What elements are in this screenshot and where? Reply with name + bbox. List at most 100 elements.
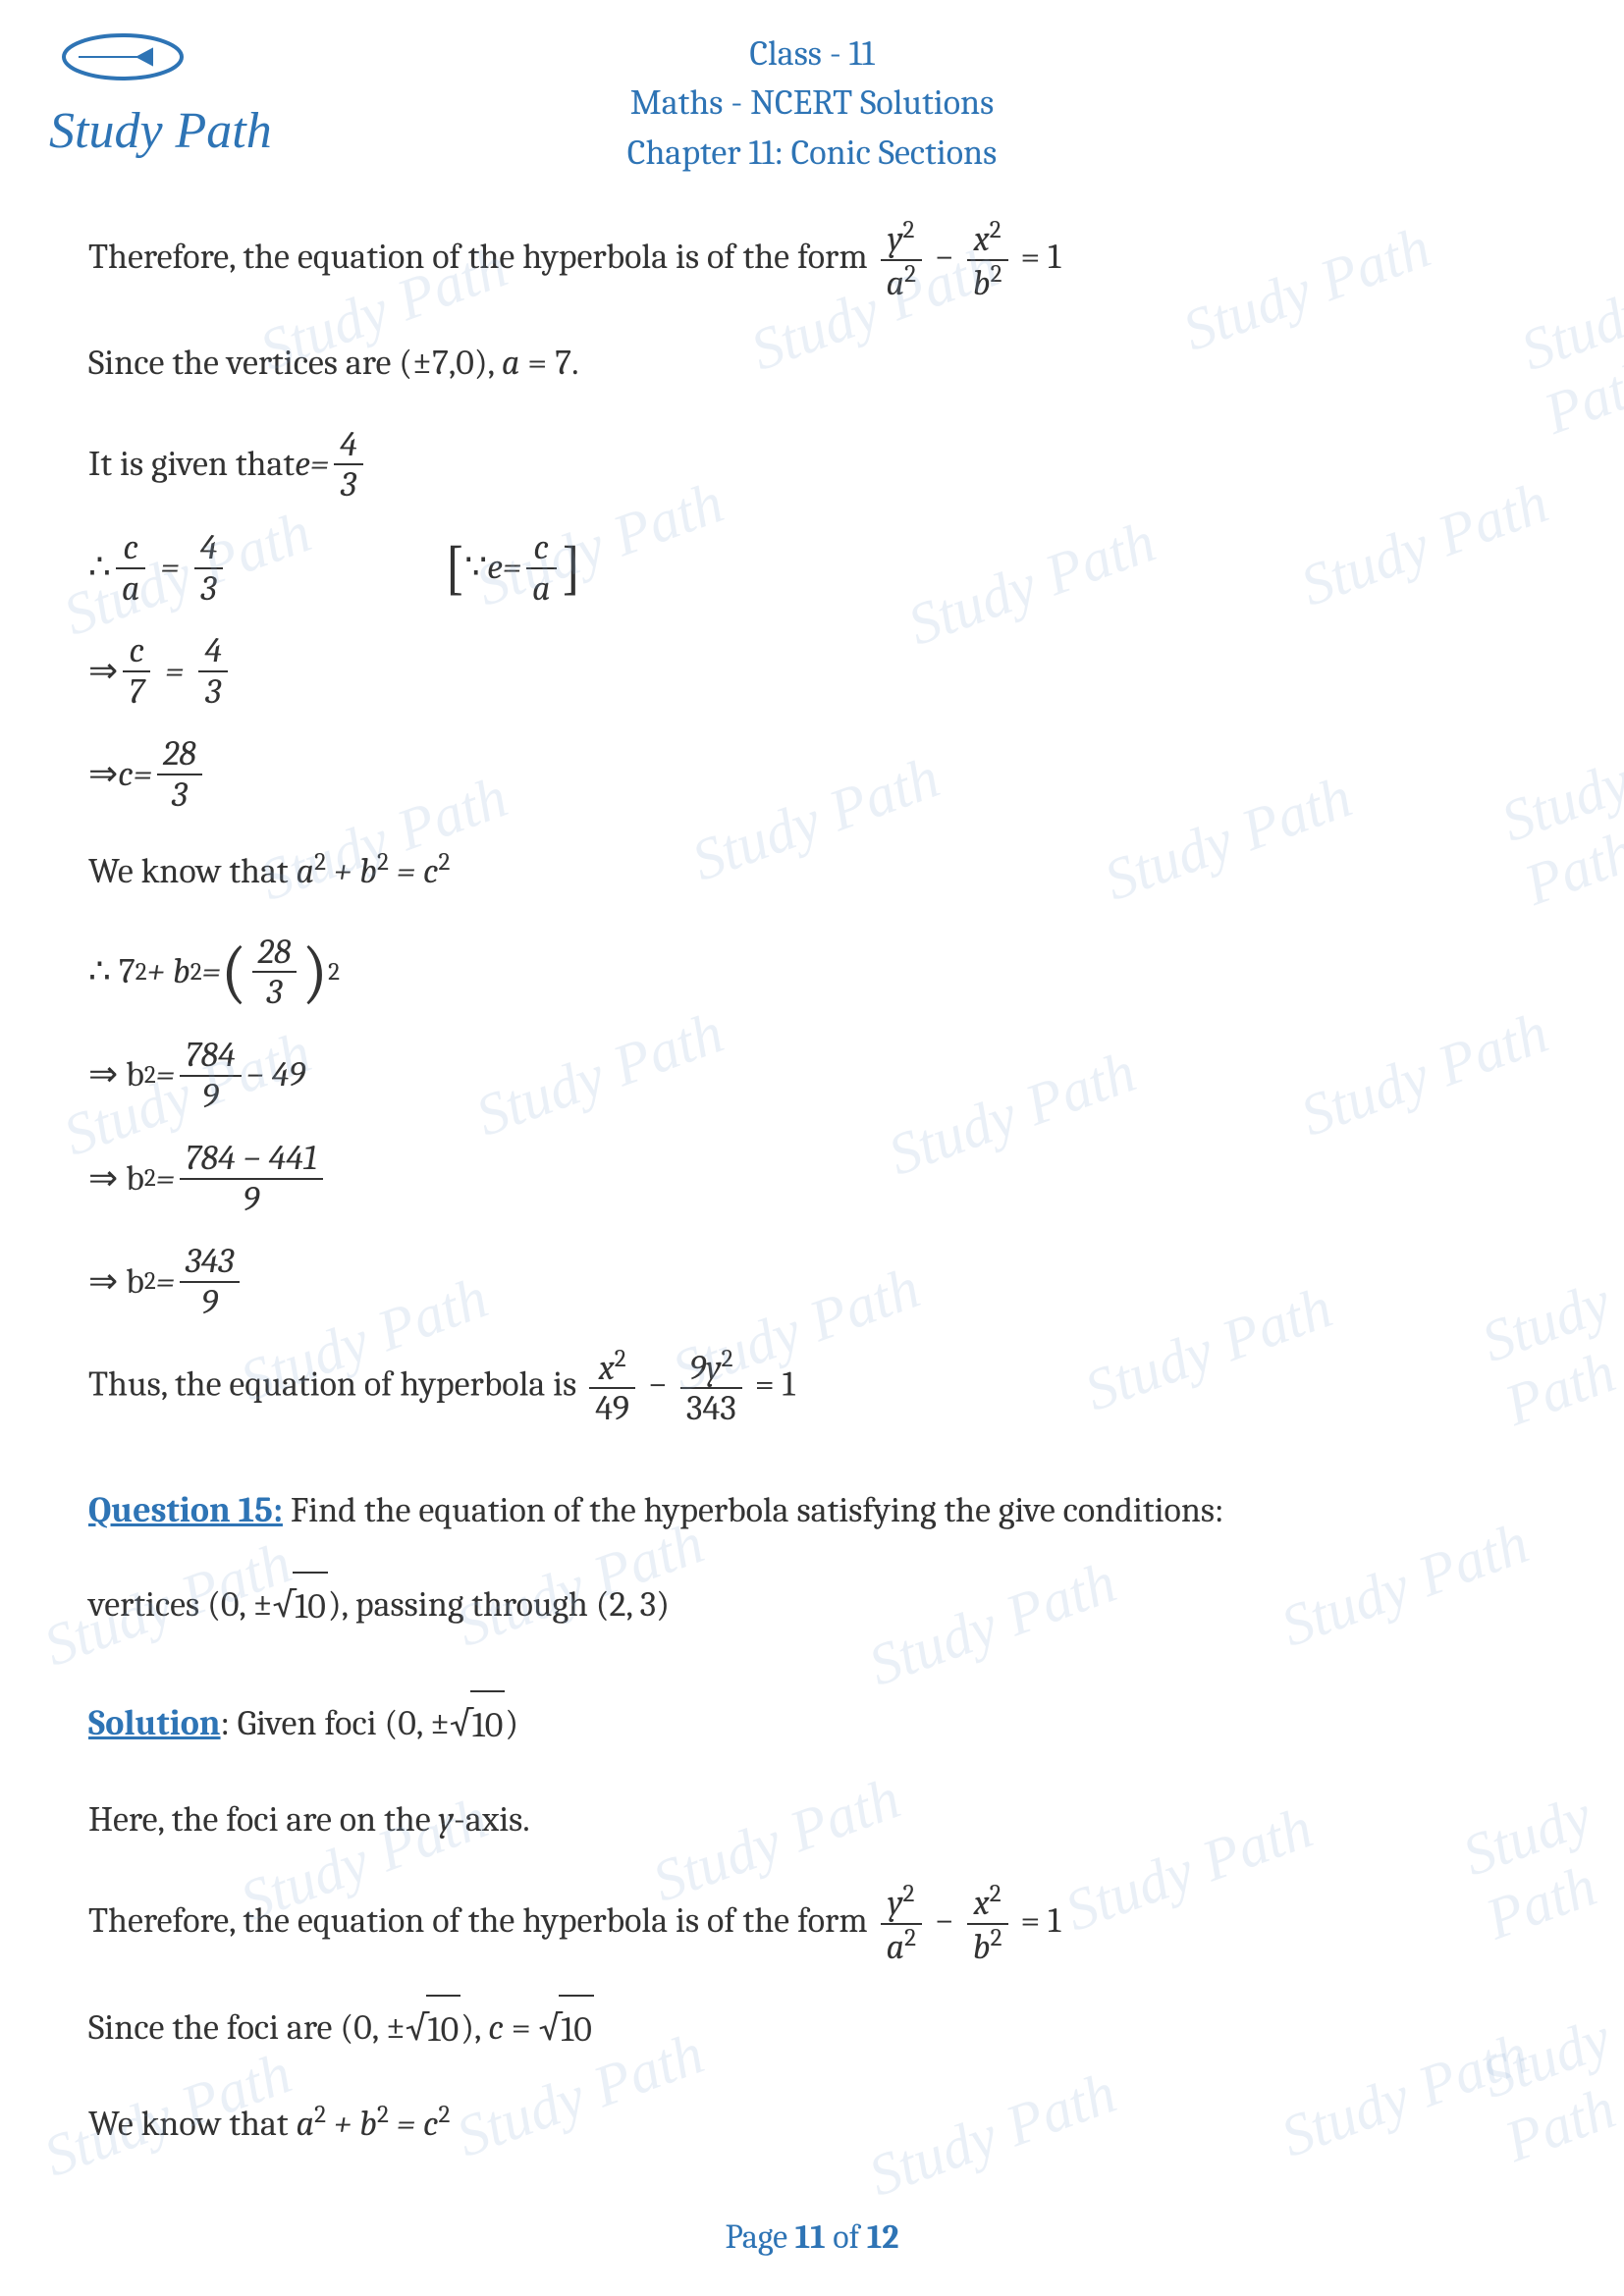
den: 49 (589, 1389, 635, 1428)
solution-label: Solution (88, 1703, 221, 1743)
var: x (599, 1348, 615, 1388)
bracket-left: [ (444, 545, 464, 592)
paragraph: Here, the foci are on the y-axis. (88, 1787, 1536, 1853)
var: b (973, 263, 991, 303)
page-number: 11 (795, 2217, 826, 2257)
var: y (439, 1799, 455, 1840)
text: − 49 (246, 1041, 305, 1108)
text: We know that (88, 2104, 297, 2144)
paragraph: Since the foci are (0, ±√10), c = √10 (88, 1995, 1536, 2063)
num: 784 − 441 (180, 1139, 323, 1180)
bracket-right: ] (562, 545, 582, 592)
den: 343 (680, 1389, 742, 1428)
var: x (974, 219, 990, 259)
num: 28 (252, 933, 298, 974)
text: -axis. (454, 1799, 530, 1840)
den: 9 (180, 1283, 240, 1322)
paragraph: Since the vertices are (±7,0), a = 7. (88, 330, 1536, 397)
page-footer: Page 11 of 12 (0, 2217, 1624, 2257)
text: Thus, the equation of hyperbola is (88, 1363, 584, 1404)
var: y (888, 219, 903, 259)
equation: ⇒ c = 283 (88, 734, 1536, 814)
var: a (887, 263, 905, 303)
equation: ⇒ b2 = 784 − 4419 (88, 1139, 1536, 1218)
text: = 1 (1020, 1900, 1060, 1941)
text: = 1 (755, 1363, 795, 1404)
num: 4 (198, 631, 228, 672)
fraction: x2 49 (589, 1346, 635, 1428)
sqrt-arg: 10 (426, 1995, 461, 2063)
paragraph: Therefore, the equation of the hyperbola… (88, 1881, 1536, 1966)
fraction: y2 a2 (881, 217, 922, 302)
den: 3 (252, 973, 298, 1012)
text: Here, the foci are on the (88, 1799, 439, 1840)
eq: = (165, 638, 184, 705)
var: 9y (689, 1348, 721, 1388)
text: : Given foci (0, ± (221, 1703, 451, 1743)
num: 4 (334, 425, 363, 466)
den: 9 (180, 1077, 242, 1116)
fraction: x2 b2 (967, 217, 1008, 302)
paragraph: vertices (0, ±√10), passing through (2, … (88, 1572, 1536, 1640)
var: = c (389, 2104, 439, 2144)
var: a (297, 2104, 315, 2144)
den: 3 (334, 465, 363, 505)
num: 28 (157, 734, 202, 775)
den: 3 (157, 775, 202, 815)
minus: − (648, 1363, 676, 1404)
text: vertices (0, ± (88, 1584, 273, 1625)
sqrt-arg: 10 (293, 1572, 328, 1640)
var: = c (389, 851, 439, 891)
question-label: Question 15: (88, 1490, 283, 1530)
text: ) (505, 1703, 518, 1743)
equation: It is given that e = 43 (88, 425, 1536, 505)
eq: = (504, 2007, 539, 2048)
eq: = (156, 1041, 175, 1108)
var: + b (326, 2104, 377, 2144)
eq: = (310, 431, 329, 498)
var: c (129, 630, 144, 670)
eq: = (134, 741, 152, 808)
text: ), (460, 2007, 488, 2048)
var: c (118, 741, 134, 808)
var: + b (326, 851, 377, 891)
num: 4 (194, 528, 224, 569)
var: e (487, 534, 503, 601)
text: ), passing through (2, 3) (328, 1584, 670, 1625)
equation: ∴ ca = 43 [ ∵ e = ca ] (88, 528, 1536, 608)
num: 784 (180, 1036, 242, 1077)
logo: Study Path (49, 29, 275, 160)
implies: ⇒ b (88, 1249, 144, 1315)
var: a (297, 851, 315, 891)
fraction: y2 a2 (881, 1881, 922, 1966)
den: 3 (194, 569, 224, 609)
logo-text: Study Path (49, 102, 275, 160)
sqrt-arg: 10 (559, 1995, 594, 2063)
implies: ⇒ (88, 741, 118, 808)
text: Therefore, the equation of the hyperbola… (88, 1900, 876, 1941)
var: a (502, 343, 520, 383)
minus: − (935, 237, 962, 277)
paragraph: We know that a2 + b2 = c2 (88, 2091, 1536, 2158)
sqrt-arg: 10 (470, 1690, 506, 1759)
document-body: Therefore, the equation of the hyperbola… (0, 178, 1624, 2158)
text: Since the foci are (0, ± (88, 2007, 406, 2048)
var: b (973, 1927, 991, 1967)
fraction: 9y2 343 (680, 1346, 742, 1428)
therefore: ∴ (88, 534, 111, 601)
implies: ⇒ b (88, 1146, 144, 1212)
den: 3 (198, 672, 228, 712)
var: c (533, 527, 549, 567)
text: = 1 (1020, 237, 1060, 277)
text: It is given that (88, 431, 295, 498)
paragraph: Therefore, the equation of the hyperbola… (88, 217, 1536, 302)
text: Since the vertices are (±7,0), (88, 343, 502, 383)
equation: ∴ 72 + b2 = ( 283 )2 (88, 933, 1536, 1012)
footer-text: Page (725, 2217, 794, 2257)
var: + b (147, 938, 190, 1005)
var: a (532, 568, 551, 609)
var: a (122, 568, 140, 609)
den: 9 (180, 1180, 323, 1219)
text: Therefore, the equation of the hyperbola… (88, 237, 876, 277)
question-15: Question 15: Find the equation of the hy… (88, 1477, 1536, 1544)
